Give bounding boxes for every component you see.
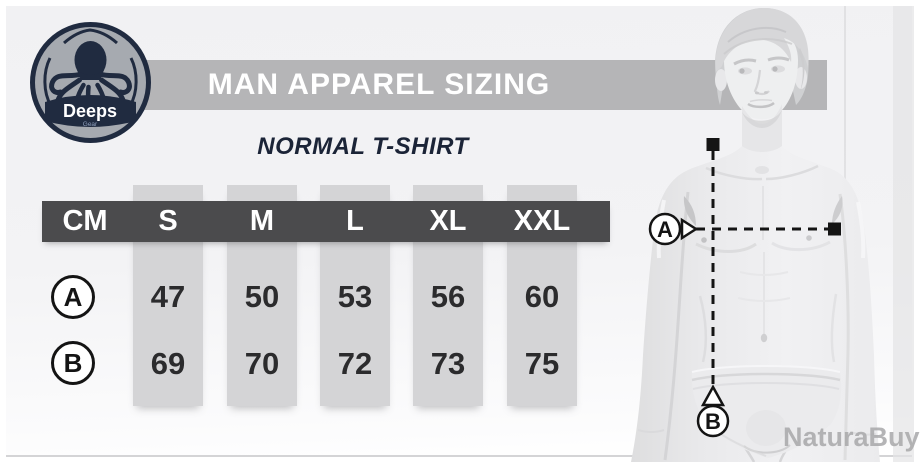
logo-brand-tagline: Gear	[83, 121, 98, 128]
backdrop-right-strip	[893, 6, 914, 462]
table-header-bar: CM S M L XL XXL	[42, 201, 610, 242]
cell-b-l: 72	[337, 346, 373, 381]
logo-band	[45, 95, 136, 127]
header-size-s: S	[158, 205, 178, 237]
row-label-a: A	[51, 275, 95, 319]
marker-b-circle	[696, 404, 730, 438]
title-banner	[45, 60, 827, 110]
marker-b-label: B	[705, 409, 721, 434]
cell-a-xl: 56	[430, 279, 466, 314]
header-size-m: M	[249, 205, 275, 237]
header-size-l: L	[346, 205, 364, 237]
page-title: MAN APPAREL SIZING	[207, 68, 551, 101]
line-a-end-square	[828, 222, 841, 236]
measurement-annotations: A B	[648, 138, 841, 438]
cell-b-xxl: 75	[524, 346, 560, 381]
header-unit: CM	[62, 205, 108, 237]
cell-a-m: 50	[244, 279, 280, 314]
cell-b-m: 70	[244, 346, 280, 381]
cell-a-s: 47	[150, 279, 186, 314]
cell-b-s: 69	[150, 346, 186, 381]
cell-a-xxl: 60	[524, 279, 560, 314]
line-a-arrow-icon	[680, 217, 699, 241]
mannequin-body	[631, 7, 880, 462]
header-size-xl: XL	[429, 205, 467, 237]
marker-a-label: A	[657, 217, 673, 242]
line-b-end-square	[706, 138, 720, 151]
brand-logo: Deeps Gear	[30, 22, 151, 143]
logo-ornament-top	[63, 28, 118, 45]
marker-a-circle	[648, 212, 682, 246]
logo-brand-name: Deeps	[63, 101, 117, 121]
header-size-xxl: XXL	[513, 205, 571, 237]
product-type-label: NORMAL T-SHIRT	[257, 133, 469, 160]
cell-b-xl: 73	[430, 346, 466, 381]
watermark: NaturaBuy	[783, 422, 920, 452]
mannequin-figure: A B	[631, 6, 914, 462]
row-label-b: B	[51, 341, 95, 385]
cell-a-l: 53	[337, 279, 373, 314]
